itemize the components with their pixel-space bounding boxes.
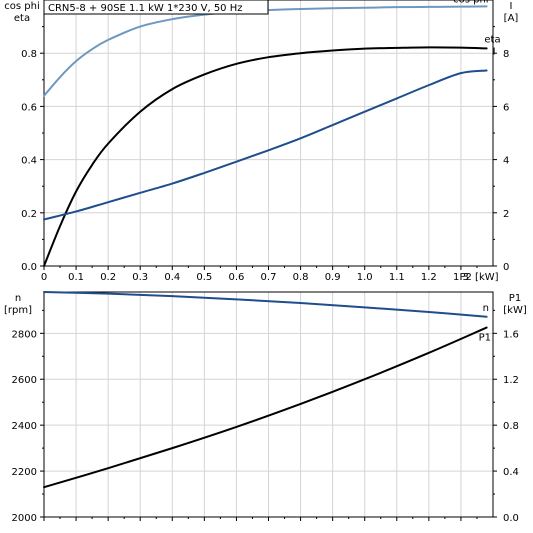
x-axis-label: P2 [kW] (459, 272, 498, 283)
plot-area-frame (43, 0, 494, 267)
y-left-tick-label: 0.2 (21, 209, 37, 220)
x-tick-label: 0.1 (68, 272, 84, 283)
y-left-axis-unit: [rpm] (4, 305, 32, 316)
y-right-tick-label: 0 (503, 262, 509, 273)
y-right-tick-label: 0.8 (503, 421, 519, 432)
y-right-axis-unit: [kW] (503, 305, 527, 316)
plot-area-frame (43, 291, 494, 518)
chart-title: CRN5-8 + 90SE 1.1 kW 1*230 V, 50 Hz (48, 3, 243, 14)
x-tick-label: 0.8 (293, 272, 309, 283)
y-left-tick-label: 2000 (12, 513, 37, 524)
series-label-n: n (483, 303, 489, 314)
y-left-axis-unit: eta (14, 13, 30, 24)
x-tick-label: 1.3 (453, 272, 469, 283)
y-right-axis-label: I (510, 1, 513, 12)
y-right-axis-label: P1 (509, 293, 521, 304)
y-left-axis-label: cos phi (4, 1, 39, 12)
y-right-tick-label: 8 (503, 49, 509, 60)
y-left-tick-label: 0.0 (21, 262, 37, 273)
y-right-tick-label: 0.4 (503, 467, 519, 478)
y-left-tick-label: 2600 (12, 375, 37, 386)
speed-power-chart: 200022002400260028000.00.40.81.21.6n[rpm… (4, 291, 527, 524)
x-tick-label: 0.6 (228, 272, 244, 283)
series-label-p1: P1 (479, 333, 491, 344)
x-tick-label: 1.2 (421, 272, 437, 283)
efficiency-current-chart: 0 0.1 0.2 0.3 0.4 0.5 0.6 0.7 0.8 0.9 1.0 1.1 1.2 1.3… (4, 0, 518, 283)
x-tick-label: 0.2 (100, 272, 116, 283)
y-left-tick-label: 2200 (12, 467, 37, 478)
series-label-eta: eta (484, 34, 500, 45)
x-tick-label: 0.9 (325, 272, 341, 283)
series-label-i: I (493, 46, 496, 57)
y-left-axis-label: n (15, 293, 21, 304)
series-line-i (43, 69, 488, 221)
y-right-tick-label: 1.6 (503, 329, 519, 340)
x-tick-label: 0.3 (132, 272, 148, 283)
y-left-tick-label: 0.8 (21, 49, 37, 60)
y-right-tick-label: 0.0 (503, 513, 519, 524)
y-left-tick-label: 2800 (12, 329, 37, 340)
y-left-tick-label: 2400 (12, 421, 37, 432)
y-left-tick-label: 0.6 (21, 102, 37, 113)
x-tick-label: 0.7 (261, 272, 277, 283)
x-tick-label: 1.0 (357, 272, 373, 283)
y-right-tick-label: 1.2 (503, 375, 519, 386)
y-right-tick-label: 2 (503, 209, 509, 220)
series-line-n (43, 291, 488, 318)
x-tick-label: 0.4 (164, 272, 180, 283)
series-line-eta (43, 46, 488, 267)
series-line-p1 (43, 326, 488, 489)
series-line-cos-phi (43, 5, 488, 97)
y-right-axis-unit: [A] (504, 13, 519, 24)
y-right-tick-label: 4 (503, 156, 509, 167)
x-tick-label: 1.1 (389, 272, 405, 283)
chart-title-box (43, 0, 269, 15)
y-right-tick-label: 6 (503, 102, 509, 113)
series-label-cos-phi: cos phi (453, 0, 488, 5)
x-tick-label: 0 (41, 272, 47, 283)
x-tick-label: 0.5 (196, 272, 212, 283)
y-left-tick-label: 0.4 (21, 156, 37, 167)
